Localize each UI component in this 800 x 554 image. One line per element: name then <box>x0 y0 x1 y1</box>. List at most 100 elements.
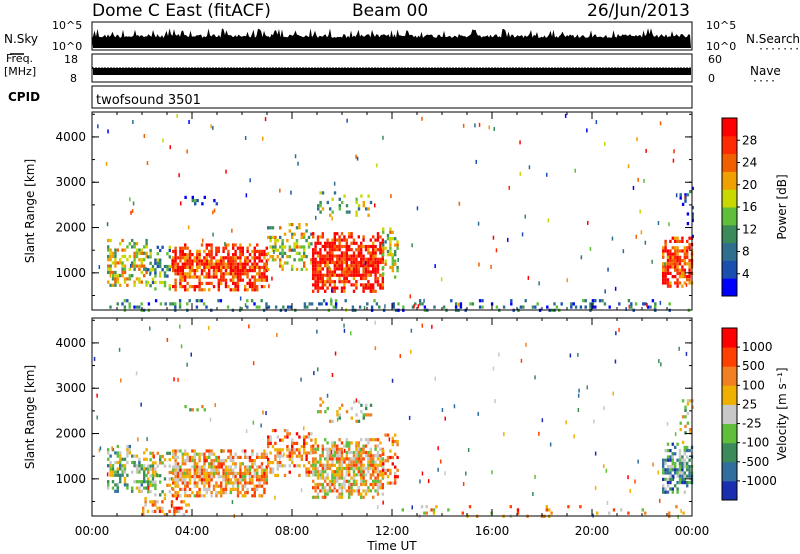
range-cell <box>333 238 336 242</box>
range-cell <box>362 457 365 461</box>
range-cell <box>116 454 119 458</box>
range-cell <box>664 278 667 282</box>
range-cell <box>131 489 134 493</box>
range-cell <box>307 235 311 239</box>
range-cell <box>246 465 249 469</box>
y-tick-label: 3000 <box>55 175 86 189</box>
range-cell <box>348 479 351 483</box>
range-cell <box>659 121 662 126</box>
range-cell <box>312 466 315 471</box>
range-cell <box>328 466 332 471</box>
range-cell <box>343 257 346 261</box>
range-cell <box>203 481 206 485</box>
range-cell <box>328 248 332 252</box>
y-tick-label: 1000 <box>55 266 86 280</box>
range-cell <box>573 434 575 439</box>
range-cell <box>314 276 317 281</box>
range-cell <box>260 275 264 279</box>
range-cell <box>352 238 356 242</box>
range-cell <box>399 354 401 359</box>
range-cell <box>352 482 356 487</box>
range-cell <box>686 461 689 465</box>
range-cell <box>664 243 667 247</box>
range-cell <box>338 248 341 252</box>
range-cell <box>220 462 223 466</box>
range-cell <box>288 448 291 452</box>
range-cell <box>222 262 225 266</box>
range-cell <box>338 406 341 411</box>
range-cell <box>128 305 131 309</box>
range-cell <box>140 248 143 252</box>
range-cell <box>340 495 344 499</box>
range-cell <box>348 254 351 258</box>
range-cell <box>425 505 428 509</box>
range-cell <box>212 459 216 463</box>
range-cell <box>379 241 382 245</box>
range-cell <box>649 305 652 309</box>
range-cell <box>234 471 237 475</box>
range-cell <box>274 473 277 477</box>
range-cell <box>107 254 110 259</box>
range-cell <box>666 449 670 453</box>
range-cell <box>119 454 122 458</box>
range-cell <box>688 281 691 285</box>
range-cell <box>362 200 365 205</box>
range-cell <box>215 259 218 263</box>
range-cell <box>389 237 392 241</box>
range-cell <box>147 268 150 272</box>
range-cell <box>168 490 171 494</box>
range-cell <box>369 254 372 258</box>
range-cell <box>669 449 672 453</box>
range-cell <box>373 299 376 303</box>
range-cell <box>343 289 346 293</box>
range-cell <box>143 470 146 474</box>
range-cell <box>683 246 686 250</box>
range-cell <box>131 209 134 213</box>
range-cell <box>184 272 187 276</box>
range-cell <box>681 271 684 275</box>
range-cell <box>492 235 495 240</box>
range-cell <box>657 470 659 475</box>
range-cell <box>163 513 166 517</box>
range-cell <box>198 494 201 498</box>
range-cell <box>256 471 259 475</box>
range-cell <box>645 148 647 153</box>
range-cell <box>584 299 587 303</box>
range-cell <box>678 471 682 475</box>
range-cell <box>686 402 690 406</box>
range-cell <box>683 461 686 465</box>
range-cell <box>241 487 244 491</box>
range-cell <box>260 455 264 459</box>
range-cell <box>119 261 122 265</box>
range-cell <box>348 441 351 445</box>
range-cell <box>314 438 317 442</box>
range-cell <box>331 197 334 201</box>
range-cell <box>144 500 147 504</box>
range-cell <box>133 245 136 249</box>
range-cell <box>355 213 358 217</box>
range-cell <box>114 470 117 474</box>
range-cell <box>133 280 136 284</box>
range-cell <box>224 484 228 488</box>
range-cell <box>362 204 365 208</box>
range-cell <box>123 270 127 275</box>
range-cell <box>560 302 563 306</box>
range-cell <box>174 462 177 466</box>
range-cell <box>312 495 315 499</box>
range-cell <box>114 473 117 477</box>
range-cell <box>360 470 363 474</box>
range-cell <box>391 259 394 263</box>
range-cell <box>674 255 677 259</box>
nsky-trace <box>92 28 691 48</box>
range-cell <box>186 246 189 250</box>
range-cell <box>679 421 682 425</box>
range-cell <box>360 438 363 442</box>
range-cell <box>360 476 363 480</box>
range-cell <box>662 281 665 285</box>
range-cell <box>367 267 370 271</box>
range-cell <box>154 483 157 487</box>
range-cell <box>291 441 294 445</box>
range-cell <box>432 508 436 512</box>
range-cell <box>251 281 254 285</box>
